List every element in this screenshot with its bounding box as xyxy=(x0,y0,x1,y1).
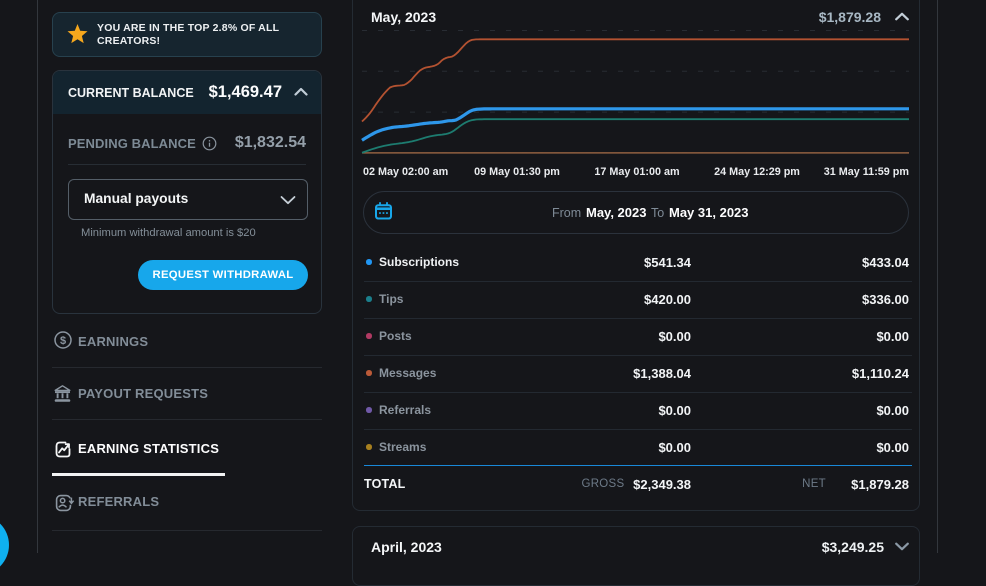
svg-text:$: $ xyxy=(60,335,66,347)
